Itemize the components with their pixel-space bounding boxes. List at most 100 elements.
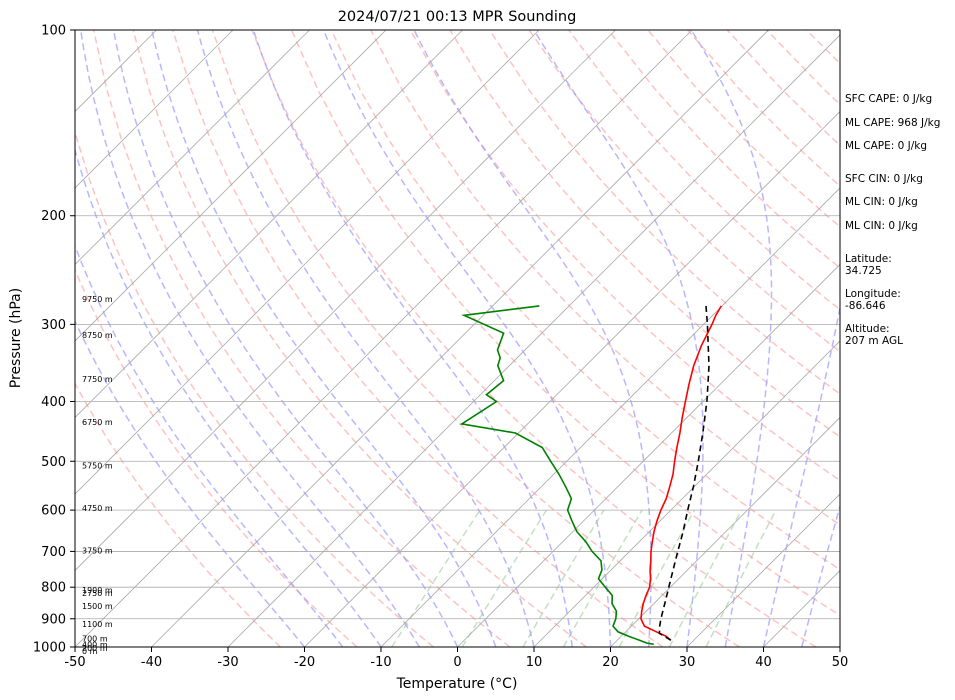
x-axis: -50 -40 -30 -20 -10 0 10 20 30 40 50: [64, 647, 848, 670]
latitude-label: Latitude:: [845, 253, 892, 265]
dry-adiabat: [370, 30, 840, 526]
moist-adiabat: [112, 30, 459, 647]
height-label: 2750 m: [82, 589, 113, 598]
chart-title: 2024/07/21 00:13 MPR Sounding: [338, 9, 577, 25]
isotherm: [75, 30, 693, 647]
isotherm: [75, 30, 310, 266]
x-tick-label: -10: [370, 655, 391, 670]
isotherm: [533, 340, 840, 647]
x-tick-label: 50: [832, 655, 849, 670]
x-tick-label: 30: [679, 655, 696, 670]
x-axis-title: Temperature (°C): [396, 676, 518, 692]
isotherm: [75, 30, 540, 495]
altitude-label: Altitude:: [845, 323, 890, 335]
moist-adiabat: [196, 30, 535, 647]
moist-adiabat: [801, 503, 840, 647]
isotherm: [304, 110, 840, 647]
x-tick-label: 0: [453, 655, 461, 670]
height-label: 400 m: [82, 640, 108, 649]
dewpoint-trace: [459, 305, 654, 646]
isotherm: [75, 30, 234, 189]
isotherm: [75, 30, 616, 572]
y-axis: 1000 900 800 700 600 500 400 300 200 100: [33, 24, 75, 656]
isotherm: [151, 30, 769, 647]
y-tick-label: 100: [41, 24, 66, 39]
background-lines: [75, 30, 840, 647]
dry-adiabat: [330, 30, 840, 571]
ml-cape-text-2: ML CAPE: 0 J/kg: [845, 140, 927, 152]
dry-adiabat: [290, 30, 840, 617]
height-labels: 9750 m 8750 m 7750 m 6750 m 5750 m 4750 m 3750…: [82, 295, 113, 656]
dry-adiabat: [75, 128, 434, 647]
y-tick-label: 200: [41, 209, 66, 224]
y-tick-label: 400: [41, 395, 66, 410]
isotherm: [227, 34, 840, 647]
x-tick-label: -30: [217, 655, 238, 670]
height-label: 7750 m: [82, 375, 113, 384]
sfc-cape-text: SFC CAPE: 0 J/kg: [845, 93, 932, 105]
moist-adiabat: [413, 30, 652, 647]
height-label: 6750 m: [82, 418, 113, 427]
x-tick-label: -50: [64, 655, 85, 670]
x-tick-label: -40: [141, 655, 162, 670]
height-label: 4750 m: [82, 504, 113, 513]
isotherm: [457, 263, 840, 647]
x-tick-label: -20: [294, 655, 315, 670]
ml-cape-text: ML CAPE: 968 J/kg: [845, 117, 940, 129]
y-tick-label: 1000: [33, 641, 66, 656]
y-tick-label: 800: [41, 581, 66, 596]
x-tick-label: 20: [602, 655, 619, 670]
ml-cin-text: ML CIN: 0 J/kg: [845, 196, 918, 208]
dry-adiabat: [75, 267, 358, 647]
height-label: 9750 m: [82, 295, 113, 304]
height-label: 700 m: [82, 635, 108, 644]
dry-adiabat: [172, 30, 664, 647]
dry-adiabat: [409, 30, 840, 482]
height-label: 1900 m: [82, 586, 113, 595]
moist-adiabat: [75, 147, 382, 647]
moist-adiabat: [75, 319, 306, 647]
y-tick-label: 600: [41, 504, 66, 519]
isotherm: [380, 187, 840, 647]
y-axis-title: Pressure (hPa): [8, 288, 24, 388]
dry-adiabat: [92, 30, 511, 647]
y-tick-label: 900: [41, 612, 66, 627]
height-label: 200 m: [82, 644, 108, 653]
parcel-trace: [658, 305, 710, 641]
height-label: 3750 m: [82, 547, 113, 556]
isotherm: [610, 416, 840, 647]
moist-adiabat: [533, 30, 704, 647]
side-annotations: SFC CAPE: 0 J/kg ML CAPE: 968 J/kg ML CA…: [845, 93, 940, 347]
moist-adiabat: [75, 243, 344, 647]
altitude-value: 207 m AGL: [845, 335, 903, 347]
sfc-cin-text: SFC CIN: 0 J/kg: [845, 173, 923, 185]
isotherm: [75, 30, 463, 419]
dry-adiabat: [251, 30, 817, 647]
x-tick-label: 40: [755, 655, 772, 670]
isotherm: [75, 30, 387, 342]
y-tick-label: 700: [41, 545, 66, 560]
longitude-value: -86.646: [845, 300, 886, 312]
height-label: 1500 m: [82, 602, 113, 611]
moist-adiabat: [690, 30, 773, 647]
moist-adiabat: [252, 30, 574, 647]
sounding-traces: [459, 305, 722, 646]
isotherm: [686, 493, 840, 647]
moist-adiabat: [151, 30, 497, 647]
height-label: 0 m: [82, 647, 98, 656]
ml-cin-text-2: ML CIN: 0 J/kg: [845, 220, 918, 232]
y-tick-label: 500: [41, 455, 66, 470]
longitude-label: Longitude:: [845, 288, 901, 300]
height-label: 8750 m: [82, 331, 113, 340]
dry-adiabat: [132, 30, 587, 647]
height-label: 1100 m: [82, 620, 113, 629]
y-tick-label: 300: [41, 318, 66, 333]
temperature-trace: [640, 305, 722, 641]
height-label: 5750 m: [82, 462, 113, 471]
dry-adiabat: [75, 381, 281, 647]
x-tick-label: 10: [526, 655, 543, 670]
latitude-value: 34.725: [845, 265, 882, 277]
moist-adiabat: [79, 30, 420, 647]
